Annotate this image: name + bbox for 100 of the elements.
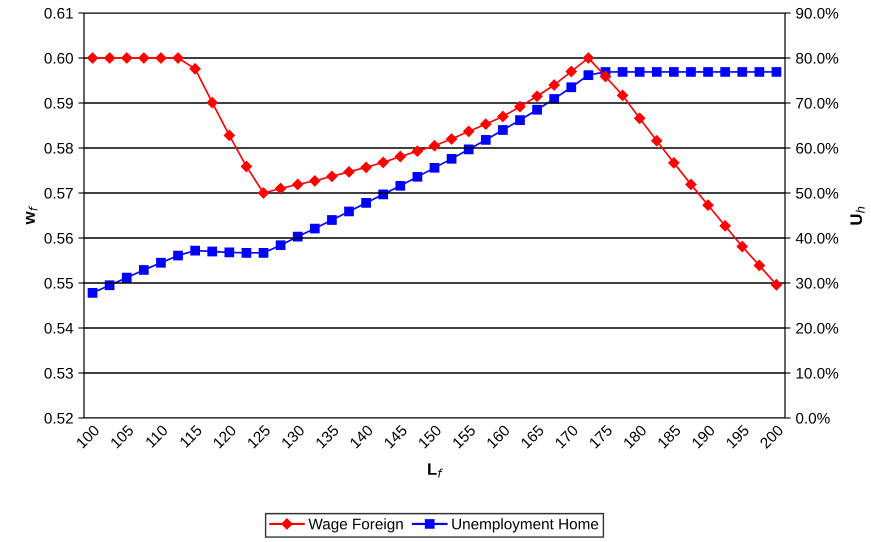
y-tick-label: 0.52: [44, 412, 73, 424]
point: [446, 154, 456, 164]
y2-tick-label: 40.0%: [796, 232, 838, 244]
point: [549, 94, 560, 104]
point: [276, 240, 286, 250]
point: [360, 162, 372, 173]
point: [720, 67, 730, 77]
point: [156, 258, 166, 268]
point: [754, 260, 765, 272]
point: [754, 67, 764, 77]
x-tick-label: 135: [315, 424, 340, 449]
y-tick-label: 0.53: [44, 368, 73, 379]
point: [394, 150, 406, 162]
point: [412, 172, 422, 182]
x-tick-label: 200: [759, 424, 784, 449]
x-tick-label: 185: [656, 424, 682, 449]
y2-axis-title: U$_{h}$: [850, 206, 865, 225]
legend-label: Unemployment Home: [452, 518, 598, 532]
point: [548, 79, 560, 91]
point: [703, 67, 713, 77]
legend-label: Wage Foreign: [308, 518, 403, 532]
y-tick-label: 0.56: [44, 232, 73, 244]
point: [531, 90, 543, 102]
point: [395, 180, 406, 191]
point: [515, 115, 525, 125]
point: [122, 272, 132, 282]
x-tick-label: 175: [588, 424, 613, 449]
point: [736, 240, 748, 252]
point: [258, 248, 268, 258]
x-tick-label: 190: [691, 424, 716, 449]
y-tick-label: 0.61: [44, 8, 73, 19]
point: [428, 140, 440, 152]
x-tick-label: 155: [452, 424, 476, 449]
y2-tick-label: 80.0%: [796, 52, 838, 64]
point: [206, 96, 218, 108]
point: [616, 90, 628, 101]
point: [582, 52, 594, 64]
point: [309, 175, 320, 186]
point: [584, 70, 594, 80]
x-tick-label: 115: [179, 424, 203, 448]
point: [514, 100, 526, 112]
y-tick-label: 0.54: [44, 322, 74, 334]
y-tick-label: 0.58: [44, 142, 73, 154]
point: [685, 178, 697, 190]
point: [326, 170, 338, 182]
y-tick-label: 0.57: [44, 188, 73, 199]
point: [378, 156, 389, 168]
point: [310, 224, 320, 234]
y2-tick-label: 20.0%: [796, 322, 838, 334]
point: [190, 246, 200, 256]
point: [618, 67, 628, 77]
y2-tick-label: 60.0%: [796, 142, 838, 154]
point: [634, 112, 646, 124]
point: [566, 66, 577, 78]
point: [240, 160, 252, 172]
point: [121, 52, 132, 64]
x-tick-label: 125: [246, 424, 272, 449]
point: [173, 250, 183, 260]
point: [532, 104, 542, 115]
point: [224, 248, 234, 258]
x-tick-label: 160: [486, 424, 510, 449]
x-axis-title: L$_{f}$: [428, 463, 443, 478]
point: [361, 198, 371, 208]
point: [480, 118, 492, 130]
point: [275, 182, 286, 194]
point: [446, 133, 458, 145]
point: [138, 265, 149, 275]
point: [668, 157, 680, 168]
point: [155, 52, 167, 64]
point: [412, 146, 424, 157]
x-tick-label: 150: [418, 424, 442, 449]
y2-tick-label: 30.0%: [796, 278, 838, 289]
point: [172, 52, 184, 64]
point: [88, 288, 98, 298]
x-tick-label: 100: [76, 424, 100, 449]
point: [207, 246, 218, 256]
point: [292, 178, 304, 190]
point: [737, 67, 748, 77]
y-axis-title: w$_{f}$: [26, 206, 38, 224]
point: [104, 52, 116, 64]
x-tick-label: 110: [144, 424, 168, 448]
point: [669, 67, 679, 77]
point: [463, 126, 474, 137]
point: [770, 279, 782, 290]
point: [720, 220, 731, 232]
x-tick-label: 130: [280, 424, 306, 449]
point: [224, 130, 235, 142]
point: [566, 82, 576, 92]
point: [344, 206, 354, 216]
y2-tick-label: 70.0%: [796, 98, 838, 109]
x-tick-label: 195: [725, 424, 750, 449]
y-tick-label: 0.55: [44, 278, 73, 289]
x-tick-label: 145: [384, 424, 408, 449]
point: [497, 110, 508, 122]
y2-tick-label: 0.0%: [796, 412, 830, 424]
x-tick-label: 105: [110, 424, 134, 449]
x-tick-label: 140: [349, 424, 374, 449]
point: [634, 67, 645, 77]
point: [242, 248, 252, 258]
point: [190, 63, 201, 74]
